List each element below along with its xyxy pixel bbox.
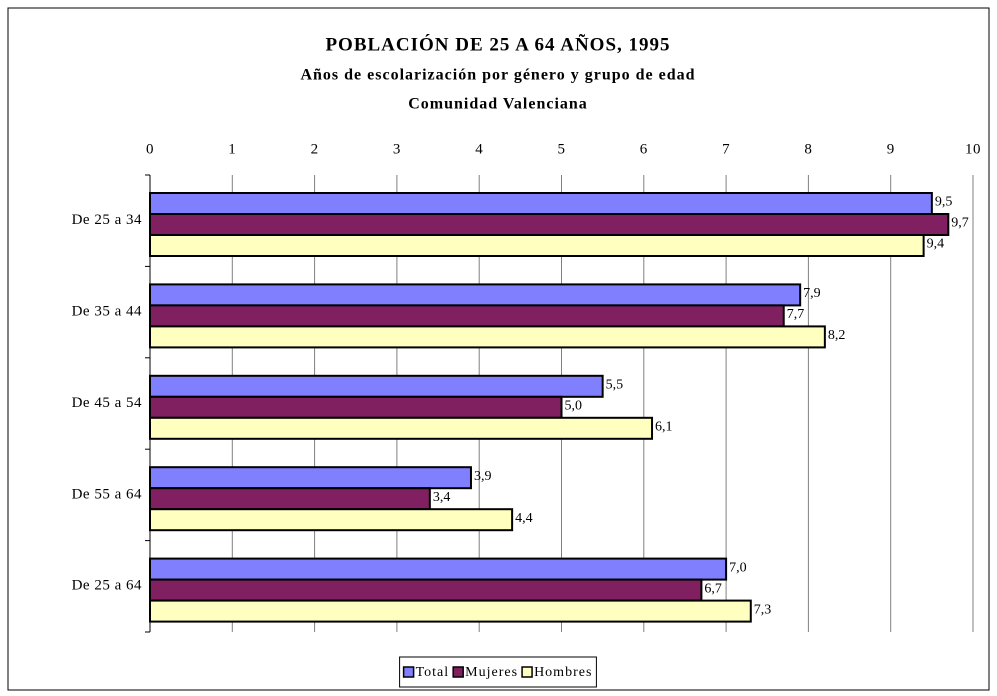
- bar: [149, 283, 802, 307]
- bar: [149, 466, 472, 490]
- legend-label: Total: [416, 665, 450, 680]
- bar: [149, 416, 654, 440]
- chart-subtitle: Comunidad Valenciana: [408, 96, 588, 113]
- bar: [149, 213, 950, 236]
- value-label: 6,7: [704, 581, 722, 596]
- x-tick-label: 6: [640, 141, 648, 157]
- bar: [149, 557, 728, 581]
- x-tick-label: 10: [965, 141, 981, 157]
- chart-subtitle: Años de escolarización por género y grup…: [300, 67, 695, 84]
- value-label: 8,2: [828, 328, 846, 343]
- value-label: 9,7: [951, 216, 969, 231]
- x-tick-label: 5: [558, 141, 566, 157]
- value-label: 6,1: [655, 420, 673, 435]
- bar: [149, 304, 785, 328]
- bar: [149, 578, 703, 602]
- bar: [149, 487, 431, 511]
- value-label: 4,4: [515, 511, 533, 526]
- value-label: 5,5: [606, 378, 624, 393]
- value-label: 9,5: [935, 195, 953, 210]
- x-tick-label: 7: [722, 141, 730, 157]
- x-tick-label: 2: [311, 141, 319, 157]
- chart-title: POBLACIÓN DE 25 A 64 AÑOS, 1995: [325, 33, 670, 55]
- value-label: 3,9: [474, 469, 492, 484]
- bar: [149, 395, 563, 419]
- bar: [149, 192, 933, 215]
- y-tick-label: De 25 a 64: [72, 578, 142, 594]
- value-label: 7,9: [803, 286, 821, 301]
- value-label: 3,4: [433, 490, 451, 505]
- legend-swatch: [521, 666, 533, 678]
- value-label: 5,0: [565, 399, 583, 414]
- bar: [149, 234, 925, 257]
- legend-swatch: [402, 666, 415, 678]
- bar: [149, 599, 752, 623]
- bar: [149, 325, 826, 349]
- x-tick-label: 9: [887, 141, 895, 157]
- value-label: 9,4: [927, 237, 945, 252]
- y-tick-label: De 45 a 54: [72, 395, 142, 411]
- legend-label: Mujeres: [465, 665, 518, 680]
- y-tick-label: De 25 a 34: [72, 212, 142, 228]
- value-label: 7,0: [729, 560, 747, 575]
- value-label: 7,3: [754, 602, 772, 617]
- legend-label: Hombres: [534, 665, 592, 680]
- y-tick-label: De 35 a 44: [72, 304, 142, 320]
- bar: [149, 374, 604, 398]
- x-tick-label: 8: [804, 141, 812, 157]
- x-tick-label: 1: [228, 141, 236, 157]
- x-tick-label: 4: [475, 141, 483, 157]
- x-tick-label: 0: [146, 141, 154, 157]
- value-label: 7,7: [787, 307, 805, 322]
- legend-box: [399, 656, 597, 688]
- x-tick-label: 3: [393, 141, 401, 157]
- y-tick-label: De 55 a 64: [72, 486, 142, 502]
- legend-swatch: [452, 666, 464, 678]
- bar: [149, 508, 514, 532]
